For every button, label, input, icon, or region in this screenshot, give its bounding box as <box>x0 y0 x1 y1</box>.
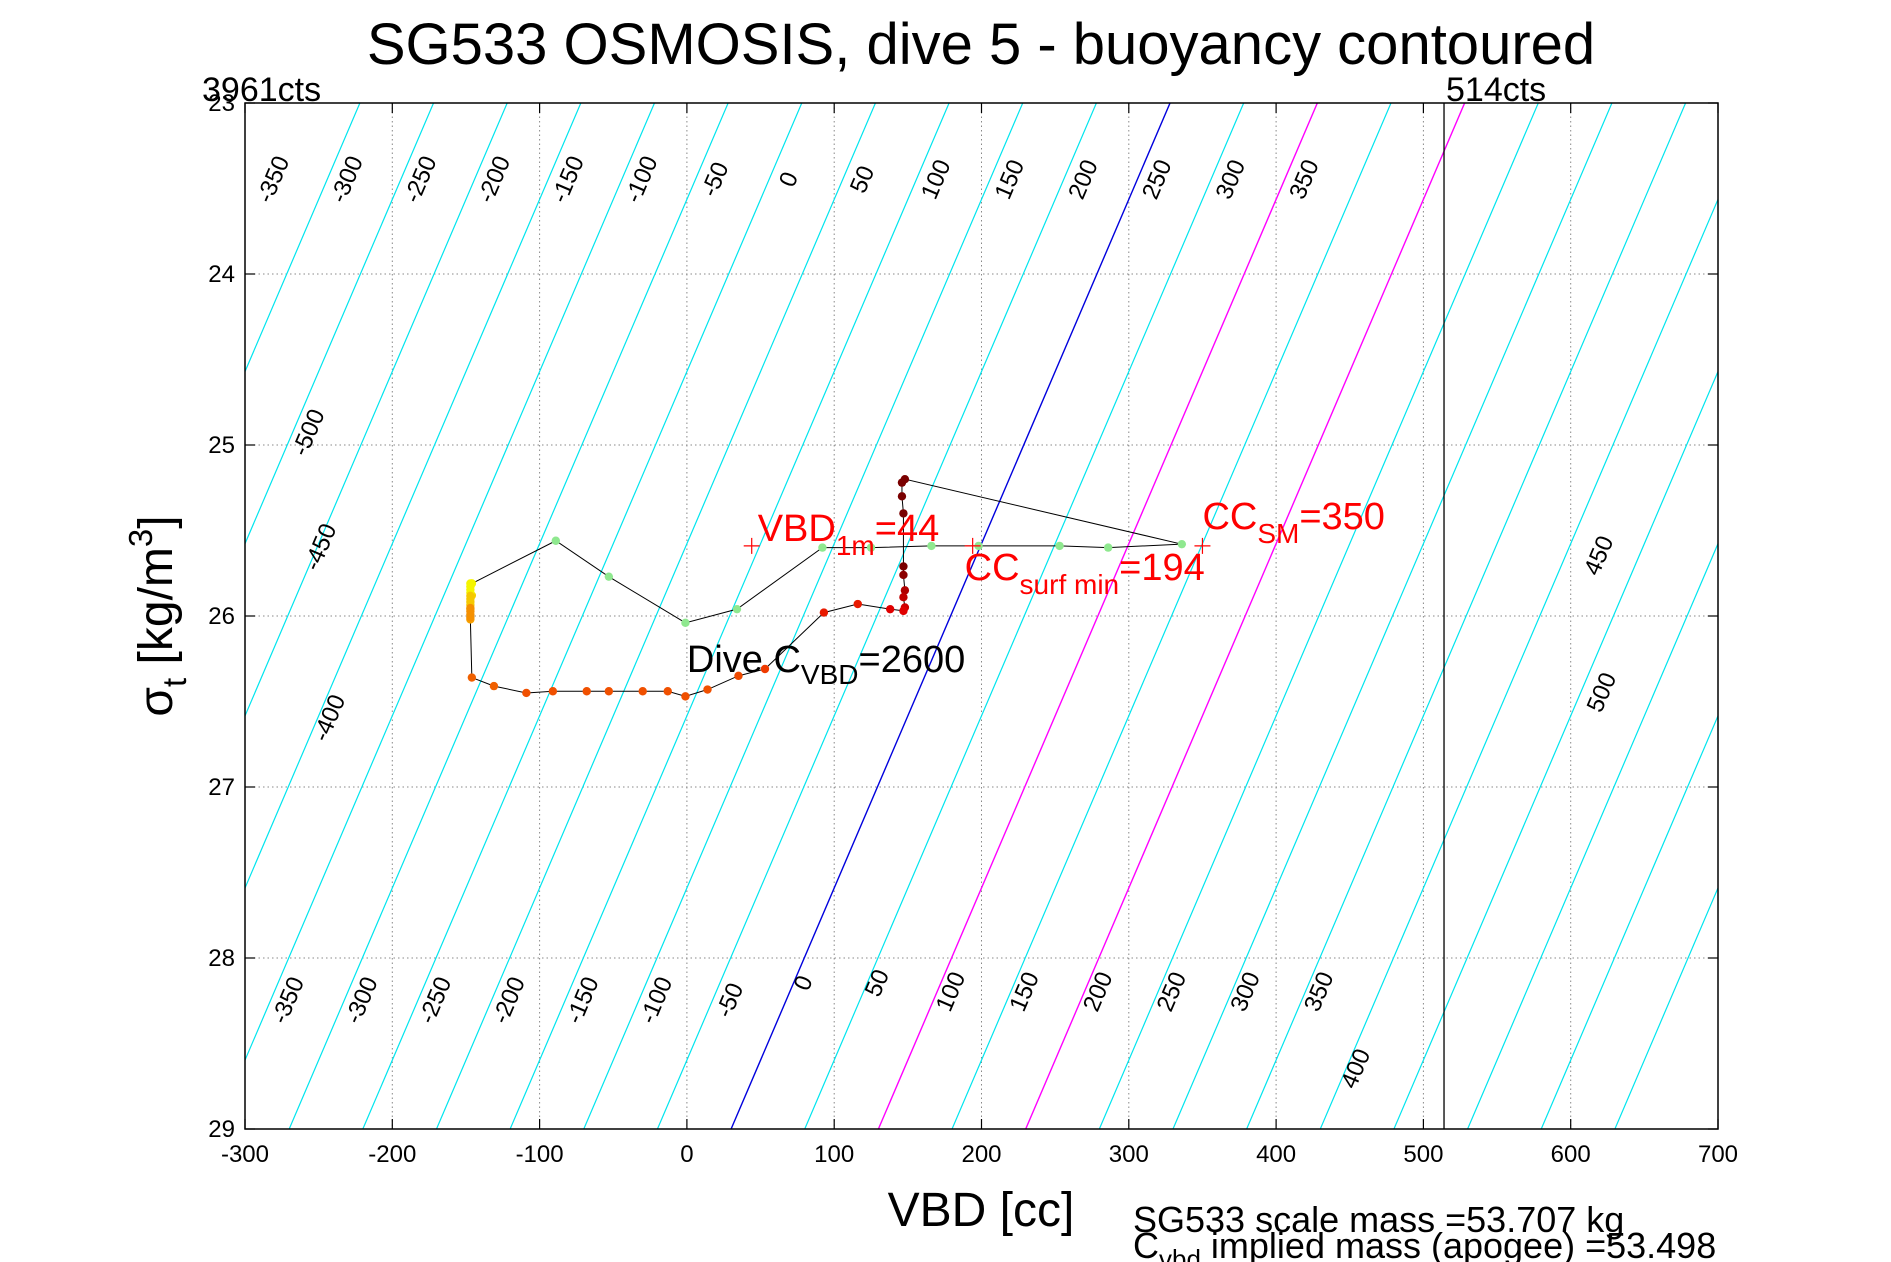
trajectory-point <box>853 599 862 609</box>
trajectory-point <box>899 570 908 580</box>
contour-line <box>245 103 508 718</box>
contour-line <box>1614 886 1718 1129</box>
contour-line <box>1246 103 1687 1129</box>
contour-line <box>245 103 361 374</box>
trajectory-point <box>489 681 499 691</box>
contour-line <box>1467 542 1718 1129</box>
trajectory-point <box>900 586 910 595</box>
trajectory-point <box>604 572 614 581</box>
trajectory-point <box>548 687 558 696</box>
trajectory-point <box>551 536 561 545</box>
axis-ticks: -300 -200 -100 0 100 200 300 400 500 600 700 23 24 25… <box>208 90 1738 1168</box>
trajectory-point <box>604 687 614 696</box>
chart-title: SG533 OSMOSIS, dive 5 - buoyancy contour… <box>367 12 1595 77</box>
x-tick-label: -200 <box>368 1141 416 1168</box>
trajectory-point <box>1177 539 1187 549</box>
trajectory-point <box>663 687 672 696</box>
trajectory-point <box>703 685 712 694</box>
marker-label: CCSM=350 <box>1202 496 1384 549</box>
dive-cvbd-annotation: Dive CVBD=2600 <box>687 639 965 690</box>
trajectory-point <box>467 673 477 682</box>
contour-line <box>288 103 729 1129</box>
trajectory-point <box>885 604 895 614</box>
x-tick-label: 600 <box>1551 1141 1591 1168</box>
contour-line <box>656 103 1097 1129</box>
trajectory-point <box>1103 543 1113 552</box>
trajectory-point <box>899 509 908 518</box>
trajectory-point <box>466 613 475 622</box>
x-axis-label: VBD [cc] <box>888 1184 1075 1237</box>
contour-line <box>509 103 950 1129</box>
contour-line <box>245 103 656 1062</box>
trajectory-point <box>818 543 827 552</box>
trajectory-point <box>927 541 936 551</box>
contour-line <box>1025 103 1466 1129</box>
trajectory-point <box>1055 541 1064 551</box>
y-tick-label: 27 <box>208 774 235 801</box>
contour-line <box>1319 197 1718 1129</box>
trajectory-point <box>681 692 690 701</box>
y-tick-label: 25 <box>208 432 235 459</box>
contour-line <box>1540 714 1718 1129</box>
contour-line <box>877 103 1318 1129</box>
contour-line <box>245 103 582 890</box>
x-tick-label: 400 <box>1256 1141 1296 1168</box>
x-tick-label: 0 <box>680 1141 693 1168</box>
grid-lines <box>245 103 1718 1129</box>
dive-trajectory <box>466 475 1187 701</box>
trajectory-point <box>899 592 908 602</box>
y-tick-label: 28 <box>208 945 235 972</box>
trajectory-point <box>899 562 908 571</box>
contour-line <box>362 103 803 1129</box>
x-tick-label: 500 <box>1403 1141 1443 1168</box>
y-tick-label: 24 <box>208 261 235 288</box>
y-tick-label: 26 <box>208 603 235 630</box>
contour-line <box>951 103 1392 1129</box>
y-axis-label: σt [kg/m3] <box>122 515 193 716</box>
contour-line <box>245 103 435 546</box>
corner-label-left: 3961cts <box>202 71 321 109</box>
buoyancy-contours <box>245 103 1718 1129</box>
x-tick-label: -300 <box>221 1141 269 1168</box>
trajectory-point <box>866 543 876 552</box>
marker-label: VBD1m=44 <box>758 508 940 561</box>
trajectory-point <box>734 671 743 681</box>
trajectory-point <box>732 604 742 614</box>
contour-line <box>583 103 1024 1129</box>
trajectory-point <box>897 478 907 487</box>
trajectory-point <box>819 608 829 617</box>
contour-line <box>1172 103 1613 1129</box>
contour-line <box>804 103 1245 1129</box>
x-tick-label: 300 <box>1109 1141 1149 1168</box>
contour-line <box>435 103 876 1129</box>
x-tick-label: 100 <box>814 1141 854 1168</box>
x-tick-label: 200 <box>961 1141 1001 1168</box>
marker-label: CCsurf min=194 <box>965 547 1205 600</box>
implied-mass-note: Cvbd implied mass (apogee) =53.498 <box>1133 1225 1716 1262</box>
trajectory-point <box>582 687 591 696</box>
contour-line <box>1098 103 1539 1129</box>
trajectory-point <box>638 687 647 696</box>
trajectory-point <box>522 688 531 698</box>
y-tick-label: 29 <box>208 1116 235 1143</box>
x-tick-label: -100 <box>516 1141 564 1168</box>
trajectory-point <box>760 664 770 674</box>
contour-line <box>730 103 1171 1129</box>
x-tick-label: 700 <box>1698 1141 1738 1168</box>
corner-label-right: 514cts <box>1446 71 1546 109</box>
trajectory-point <box>899 606 908 616</box>
trajectory-point <box>681 618 690 628</box>
scale-mass-note: SG533 scale mass =53.707 kg <box>1133 1199 1624 1240</box>
contour-line <box>1393 370 1718 1129</box>
trajectory-point <box>897 492 907 501</box>
y-tick-label: 23 <box>208 90 235 117</box>
